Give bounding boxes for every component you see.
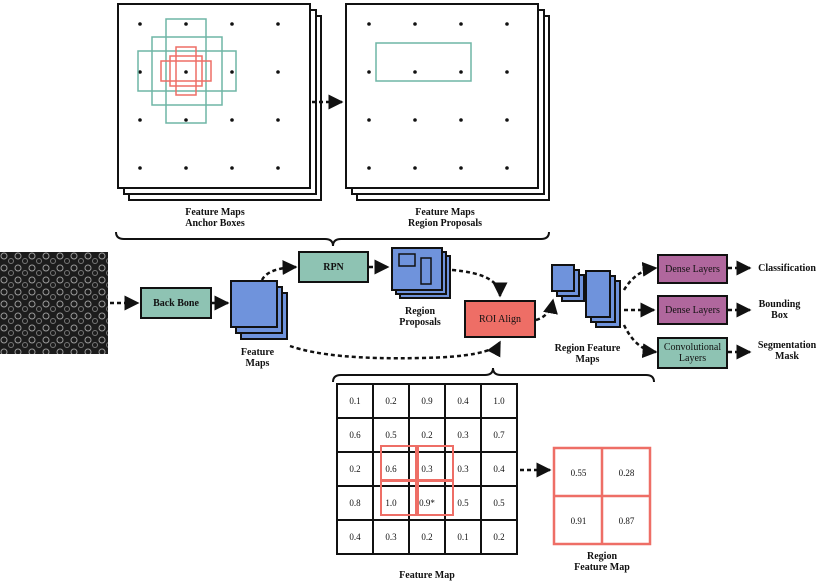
feature-map-cell: 0.6 — [385, 464, 397, 474]
region-feature-maps-stack — [551, 264, 621, 328]
feature-map-caption: Feature Map — [399, 570, 455, 581]
grid-point — [367, 118, 371, 122]
feature-map-cell: 0.3 — [457, 464, 469, 474]
proposal-points — [367, 22, 509, 170]
feature-map-cell: 0.1 — [349, 396, 361, 406]
bottom-brace — [332, 367, 655, 383]
sampling-region-boxes — [380, 445, 454, 516]
top-brace — [115, 231, 550, 247]
feature-map-cell: 0.7 — [493, 430, 505, 440]
arrow-features-to-rpn — [260, 259, 298, 281]
feature-map-cell: 0.2 — [421, 430, 433, 440]
grid-point — [276, 166, 280, 170]
region-feature-maps-label: Region Feature Maps — [554, 343, 621, 365]
feature-map-cell: 0.1 — [457, 532, 469, 542]
grid-point — [230, 118, 234, 122]
backbone-box: Back Bone — [140, 287, 212, 319]
grid-point — [138, 118, 142, 122]
dense-layers-box-2: Dense Layers — [657, 295, 728, 325]
feature-map-cell: 1.0 — [385, 498, 397, 508]
arrow-roi-to-region-features — [535, 298, 558, 322]
grid-point — [184, 166, 188, 170]
feature-map-cell: 0.2 — [493, 532, 505, 542]
input-microscopy-image — [0, 252, 108, 354]
arrow-proposals-to-roi — [451, 268, 508, 298]
feature-map-cell: 0.3 — [457, 430, 469, 440]
grid-point — [138, 166, 142, 170]
feature-map-cell: 0.9* — [419, 498, 435, 508]
grid-point — [276, 22, 280, 26]
feature-map-cell: 0.5 — [457, 498, 469, 508]
feature-map-cell: 0.4 — [493, 464, 505, 474]
feature-map-cell: 0.5 — [493, 498, 505, 508]
feature-map-grid — [336, 383, 518, 555]
feature-map-cell: 0.9 — [421, 396, 433, 406]
grid-point — [505, 166, 509, 170]
feature-map-cell: 0.2 — [385, 396, 397, 406]
grid-point — [276, 70, 280, 74]
grid-point — [184, 70, 188, 74]
grid-point — [367, 22, 371, 26]
convolutional-layers-box: Convolutional Layers — [657, 337, 728, 369]
region-feature-map-cell: 0.91 — [570, 515, 587, 526]
grid-point — [276, 118, 280, 122]
grid-point — [138, 70, 142, 74]
feature-map-cell: 0.3 — [421, 464, 433, 474]
roi-align-box: ROI Align — [464, 300, 536, 338]
bounding-box-output-label: Bounding Box — [758, 299, 801, 321]
region-feature-map-cell: 0.87 — [618, 515, 635, 526]
grid-point — [505, 118, 509, 122]
feature-maps-stack — [230, 280, 288, 340]
feature-map-cell: 0.3 — [385, 532, 397, 542]
arrow-features-to-roi — [289, 340, 502, 360]
region-feature-map-grid — [552, 446, 652, 546]
grid-point — [459, 70, 463, 74]
grid-point — [413, 118, 417, 122]
region-proposals-label: Region Proposals — [399, 306, 441, 328]
region-proposal-box — [375, 42, 472, 82]
grid-point — [138, 22, 142, 26]
region-feature-map-caption: Region Feature Map — [574, 551, 630, 573]
anchor-boxes — [137, 18, 237, 124]
feature-maps-label: Feature Maps — [240, 347, 275, 369]
grid-point — [413, 166, 417, 170]
grid-point — [413, 22, 417, 26]
segmentation-mask-output-label: Segmentation Mask — [757, 340, 817, 362]
feature-map-cell: 0.8 — [349, 498, 361, 508]
arrow-to-classification-head — [622, 261, 658, 291]
proposal-feature-map-stack — [345, 3, 550, 201]
grid-point — [413, 70, 417, 74]
grid-point — [230, 70, 234, 74]
rpn-box: RPN — [298, 251, 369, 283]
grid-point — [505, 22, 509, 26]
feature-map-cell: 0.4 — [349, 532, 361, 542]
grid-point — [459, 22, 463, 26]
region-feature-map-cell: 0.28 — [618, 467, 635, 478]
grid-point — [230, 22, 234, 26]
proposal-panel-caption: Feature Maps Region Proposals — [408, 207, 482, 229]
feature-map-cell: 0.2 — [421, 532, 433, 542]
dense-layers-box-1: Dense Layers — [657, 254, 728, 284]
arrow-to-mask-head — [622, 324, 658, 359]
region-feature-map-cell: 0.55 — [570, 467, 587, 478]
feature-map-cell: 0.5 — [385, 430, 397, 440]
grid-point — [505, 70, 509, 74]
grid-point — [184, 22, 188, 26]
classification-output-label: Classification — [758, 263, 816, 274]
grid-point — [367, 166, 371, 170]
grid-point — [459, 118, 463, 122]
anchor-feature-map-stack — [117, 3, 322, 201]
region-proposals-stack — [391, 247, 451, 299]
feature-map-cell: 0.2 — [349, 464, 361, 474]
feature-map-cell: 0.6 — [349, 430, 361, 440]
grid-point — [184, 118, 188, 122]
anchor-panel-caption: Feature Maps Anchor Boxes — [185, 207, 245, 229]
grid-point — [459, 166, 463, 170]
grid-point — [230, 166, 234, 170]
feature-map-cell: 0.4 — [457, 396, 469, 406]
grid-point — [367, 70, 371, 74]
feature-map-cell: 1.0 — [493, 396, 505, 406]
anchor-points — [138, 22, 280, 170]
